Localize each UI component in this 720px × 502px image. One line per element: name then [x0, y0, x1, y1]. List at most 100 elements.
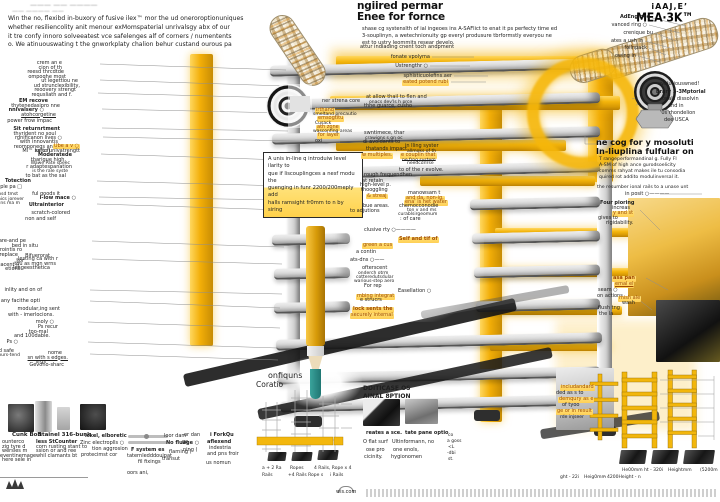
detail-photo-gold — [628, 198, 720, 316]
option-thumb-1 — [363, 399, 400, 426]
callout-label: Sit returnrtment — [13, 126, 60, 132]
size-label: Heig0mm — [584, 475, 606, 480]
callout-label: cion of th — [38, 64, 63, 71]
callout-label: green a cus — [362, 242, 394, 249]
callout-label: here sele in — [2, 457, 32, 463]
leg-gold-body — [306, 226, 325, 346]
callout-label: sor — [16, 257, 24, 264]
options-heading: DDITICASE OS — [363, 385, 411, 392]
callout-label: -dbi — [447, 451, 456, 456]
config-gold-highlight — [256, 436, 334, 446]
callout-label: tharigue high, — [30, 156, 66, 163]
callout-label: to of the r evolve. — [399, 167, 444, 173]
callout-label: flush tng — [598, 305, 620, 311]
callout-label: transut — [162, 456, 180, 462]
callout-label: thytenedasipro nne — [11, 102, 60, 109]
callout-label: colains ma m — [0, 201, 20, 206]
callout-label: e strucrs — [360, 297, 382, 303]
callout-label: di avoidants to — [363, 139, 401, 145]
callout-label: hours-tend — [0, 353, 20, 358]
size-photo-wedge — [651, 450, 679, 464]
options-heading2: AINAL 8PTION — [363, 393, 411, 400]
callout-label: at allow thail to flen and — [366, 94, 427, 100]
hardware-photo-bolt — [8, 404, 34, 432]
right-article-heading: ne cog for y mosoluti In-liuplina fulful… — [596, 137, 694, 156]
hardware-photo-tool — [80, 404, 106, 430]
intro-paragraph: Win the no, flexibd in-buxory of fusive … — [8, 15, 244, 49]
callout-label: sn with s edges. — [27, 354, 68, 361]
callout-label: us nomun — [206, 460, 231, 466]
callout-label: rgnificanon lives ○ — [14, 135, 62, 141]
callout-label: reates a sce. — [366, 430, 403, 436]
ladder-rung — [471, 230, 601, 245]
callout-label: reomponegs and — [13, 143, 56, 150]
callout-label: +4 Rails Rope s — [288, 473, 324, 478]
callout-label: a goss — [447, 439, 462, 444]
callout-label: thooggling — [361, 186, 388, 193]
configurations-heading: onfiquns — [268, 371, 303, 380]
callout-label: crawigns s gn oc — [365, 135, 403, 141]
callout-label: crem an e — [36, 60, 62, 66]
callout-label: AdEnginee — [619, 14, 650, 20]
callout-label: crenique bu — [623, 30, 653, 36]
callout-label: and da, non-ig, — [405, 194, 445, 202]
callout-label: Ustrengthr ○ — [395, 63, 428, 69]
config-photo-wedge — [267, 452, 287, 461]
callout-label: at retain — [362, 178, 384, 184]
callout-label: ton v and ms — [407, 208, 437, 213]
option-thumb-2 — [405, 399, 438, 424]
callout-label: apple pa □ — [0, 183, 22, 190]
callout-label: srgs — [35, 358, 46, 365]
size-label: - 4200Height - n — [604, 475, 641, 480]
callout-label: Self and tif of — [398, 236, 439, 243]
callout-label: needcurlrse — [407, 161, 434, 166]
callout-label: eventinemage — [0, 452, 37, 459]
callout-label: lock sents the — [352, 306, 394, 313]
callout-label: e couplin that — [400, 152, 437, 159]
callout-label: mosd tmst — [0, 192, 18, 197]
callout-label: ena' is het water — [404, 199, 448, 206]
callout-label: tion aggrosion — [92, 446, 128, 452]
hardware-item-name: Cunk Bolt — [12, 432, 42, 438]
callout-label: w multiples. — [361, 152, 394, 159]
callout-label: is the rale syste — [32, 169, 68, 174]
callout-label: wash — [622, 300, 635, 306]
callout-label: bue areas. — [363, 203, 390, 209]
callout-label: smeltand precautio — [313, 112, 357, 117]
callout-label: nnivalsery ○ — [8, 107, 44, 113]
callout-label: F system es — [131, 447, 165, 453]
callout-label: demqury as e — [558, 396, 595, 403]
size-photo-wedge — [683, 450, 715, 464]
callout-label: st. — [448, 457, 454, 462]
callout-label: Ultrainterior — [28, 201, 64, 208]
callout-label: ud strunclexibility, — [33, 82, 80, 89]
callout-label: to bat as the sal — [25, 172, 66, 179]
callout-label: oxi — [315, 138, 323, 144]
callout-label: Ps ○ — [6, 339, 18, 345]
callout-label: dee USCA — [664, 117, 689, 123]
callout-label: ows-rointis ro — [0, 247, 22, 253]
callout-label: reoovery strengt — [34, 87, 76, 93]
callout-label: brary 3-3Mptorial — [656, 88, 706, 95]
callout-label: sphisticuolefins.aer — [403, 73, 452, 79]
callout-label: i-low mace ○ — [39, 195, 76, 201]
callout-label: Mi™ safu fl — [22, 148, 50, 154]
callout-label: Bifuerorat — [25, 253, 50, 259]
callout-label: rigidability. — [606, 219, 634, 226]
headline-paragraph: shase cg systenslth of ial ingeoes ins A… — [362, 26, 558, 47]
callout-label: ut legettiou ne — [41, 78, 78, 84]
spec-bar-knob — [144, 434, 149, 439]
callout-label: ge or in result — [556, 408, 593, 415]
callout-label: cotteredutsdular — [356, 275, 394, 280]
callout-label: Ube a v ○ — [52, 142, 80, 150]
callout-label: protecimst cor — [81, 452, 118, 458]
size-label: (5200m — [700, 468, 718, 473]
callout-label: etions. — [5, 266, 22, 272]
callout-label: too-mal — [28, 328, 48, 335]
size-label: Heightmm — [668, 468, 692, 473]
callout-label: & streaj — [366, 192, 388, 200]
callout-label: onderch otrm — [358, 271, 389, 276]
callout-label: tate pane optio — [405, 430, 449, 436]
callout-label: chemocconodie — [399, 203, 439, 209]
